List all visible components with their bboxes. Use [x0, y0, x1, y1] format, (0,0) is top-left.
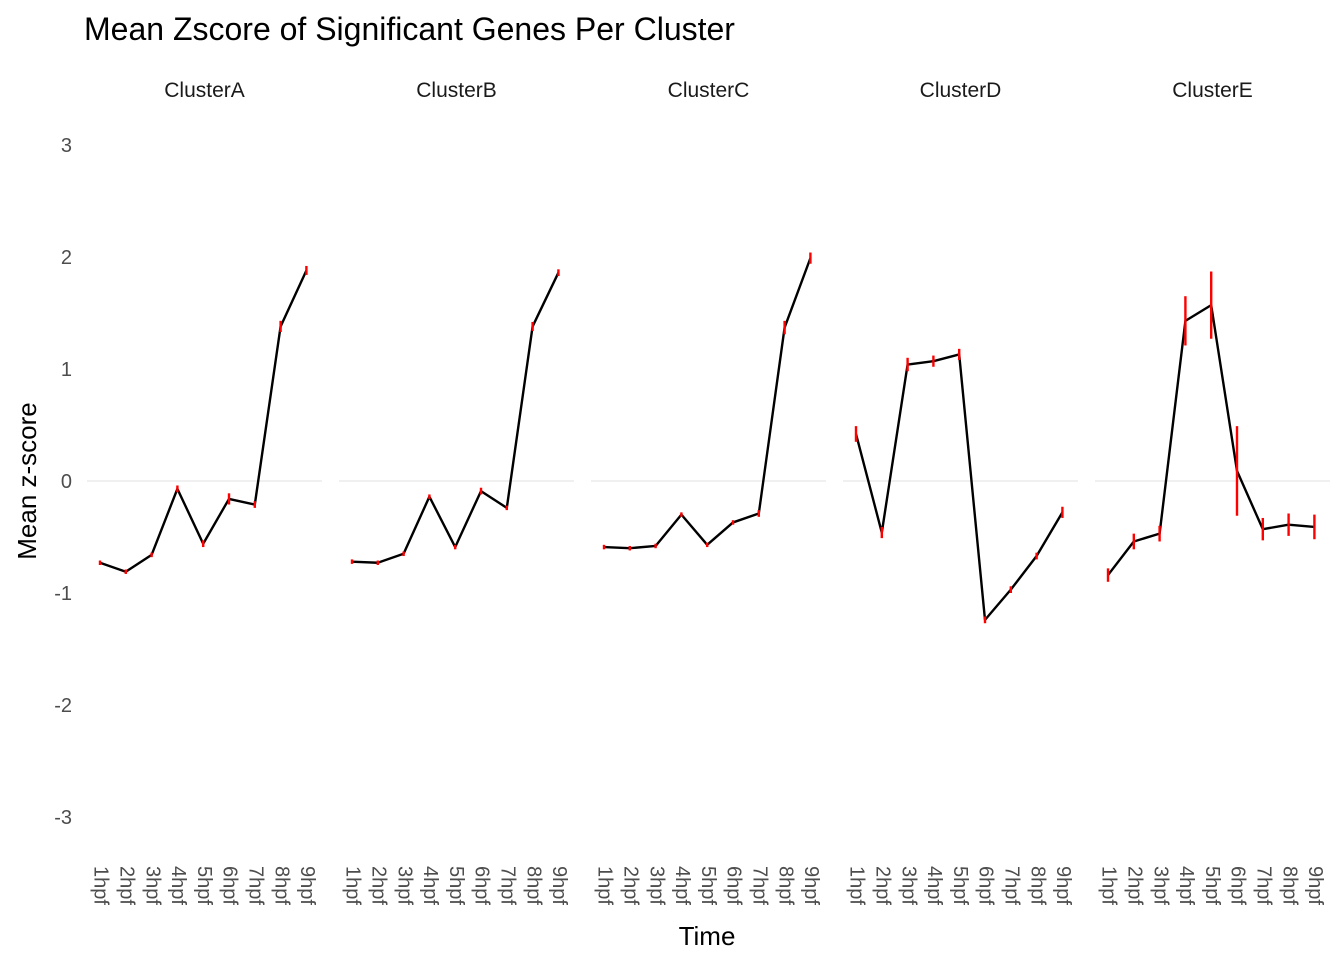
y-tick-label: 0	[61, 471, 72, 493]
x-tick-label: 1hpf	[594, 866, 616, 905]
chart-title: Mean Zscore of Significant Genes Per Clu…	[84, 11, 735, 47]
x-tick-label: 7hpf	[245, 866, 267, 905]
x-tick-label: 6hpf	[723, 866, 745, 905]
x-tick-label: 7hpf	[1253, 866, 1275, 905]
x-tick-label: 6hpf	[975, 866, 997, 905]
facet-panel: ClusterC 1hpf 2hpf 3hpf 4hpf 5hpf 6hpf 7hpf 8hpf…	[591, 79, 826, 905]
facet-panel: ClusterB 1hpf 2hpf 3hpf 4hpf 5hpf 6hpf 7hpf 8hpf…	[339, 79, 574, 905]
x-tick-label: 2hpf	[1124, 866, 1146, 905]
x-tick-label: 2hpf	[620, 866, 642, 905]
x-tick-label: 7hpf	[1001, 866, 1023, 905]
x-tick-label: 4hpf	[671, 866, 693, 905]
x-tick-label: 4hpf	[923, 866, 945, 905]
x-tick-label: 8hpf	[1278, 866, 1300, 905]
x-tick-label: 2hpf	[872, 866, 894, 905]
x-tick-label: 3hpf	[645, 866, 667, 905]
facet-strip-label: ClusterA	[164, 79, 245, 102]
x-tick-label: 8hpf	[1026, 866, 1048, 905]
y-tick-label: 2	[61, 247, 72, 269]
x-tick-label: 5hpf	[697, 866, 719, 905]
x-tick-label: 3hpf	[141, 866, 163, 905]
x-tick-label: 1hpf	[1098, 866, 1120, 905]
x-tick-label: 1hpf	[846, 866, 868, 905]
x-tick-label: 8hpf	[774, 866, 796, 905]
facet-strip-label: ClusterC	[668, 79, 750, 102]
x-tick-label: 1hpf	[342, 866, 364, 905]
x-tick-label: 9hpf	[548, 866, 570, 905]
facet-strip-label: ClusterD	[920, 79, 1002, 102]
y-tick-label: 1	[61, 359, 72, 381]
y-tick-label: 3	[61, 135, 72, 157]
facet-strip-label: ClusterB	[416, 79, 497, 102]
y-axis-ticks: -3 -2 -1 0 1 2 3	[54, 135, 72, 829]
y-tick-label: -1	[54, 583, 72, 605]
x-tick-label: 9hpf	[1052, 866, 1074, 905]
x-tick-label: 7hpf	[497, 866, 519, 905]
x-tick-label: 5hpf	[193, 866, 215, 905]
x-axis-title: Time	[679, 921, 736, 951]
facet-panel: ClusterA 1hpf 2hpf 3hpf 4hpf 5hpf 6hpf 7hpf 8hpf…	[87, 79, 322, 905]
x-tick-label: 8hpf	[522, 866, 544, 905]
x-tick-label: 2hpf	[116, 866, 138, 905]
x-tick-label: 6hpf	[1227, 866, 1249, 905]
y-tick-label: -2	[54, 695, 72, 717]
x-tick-label: 7hpf	[749, 866, 771, 905]
x-tick-label: 3hpf	[393, 866, 415, 905]
y-tick-label: -3	[54, 807, 72, 829]
x-tick-label: 5hpf	[1201, 866, 1223, 905]
y-axis-title: Mean z-score	[12, 402, 42, 560]
facet-panel: ClusterD 1hpf 2hpf 3hpf 4hpf 5hpf 6hpf 7hpf 8hpf…	[843, 79, 1078, 905]
x-tick-label: 9hpf	[800, 866, 822, 905]
x-tick-label: 9hpf	[296, 866, 318, 905]
x-tick-label: 1hpf	[90, 866, 112, 905]
facet-panel: ClusterE 1hpf 2hpf 3hpf 4hpf 5hpf 6hpf 7hpf 8hpf…	[1095, 79, 1330, 905]
x-tick-label: 6hpf	[219, 866, 241, 905]
x-tick-label: 6hpf	[471, 866, 493, 905]
x-tick-label: 3hpf	[1149, 866, 1171, 905]
facet-strip-label: ClusterE	[1172, 79, 1253, 102]
x-tick-label: 3hpf	[897, 866, 919, 905]
x-tick-label: 4hpf	[419, 866, 441, 905]
x-tick-label: 8hpf	[270, 866, 292, 905]
x-tick-label: 4hpf	[1175, 866, 1197, 905]
x-tick-label: 4hpf	[167, 866, 189, 905]
x-tick-label: 9hpf	[1304, 866, 1326, 905]
x-tick-label: 5hpf	[445, 866, 467, 905]
x-tick-label: 2hpf	[368, 866, 390, 905]
x-tick-label: 5hpf	[949, 866, 971, 905]
